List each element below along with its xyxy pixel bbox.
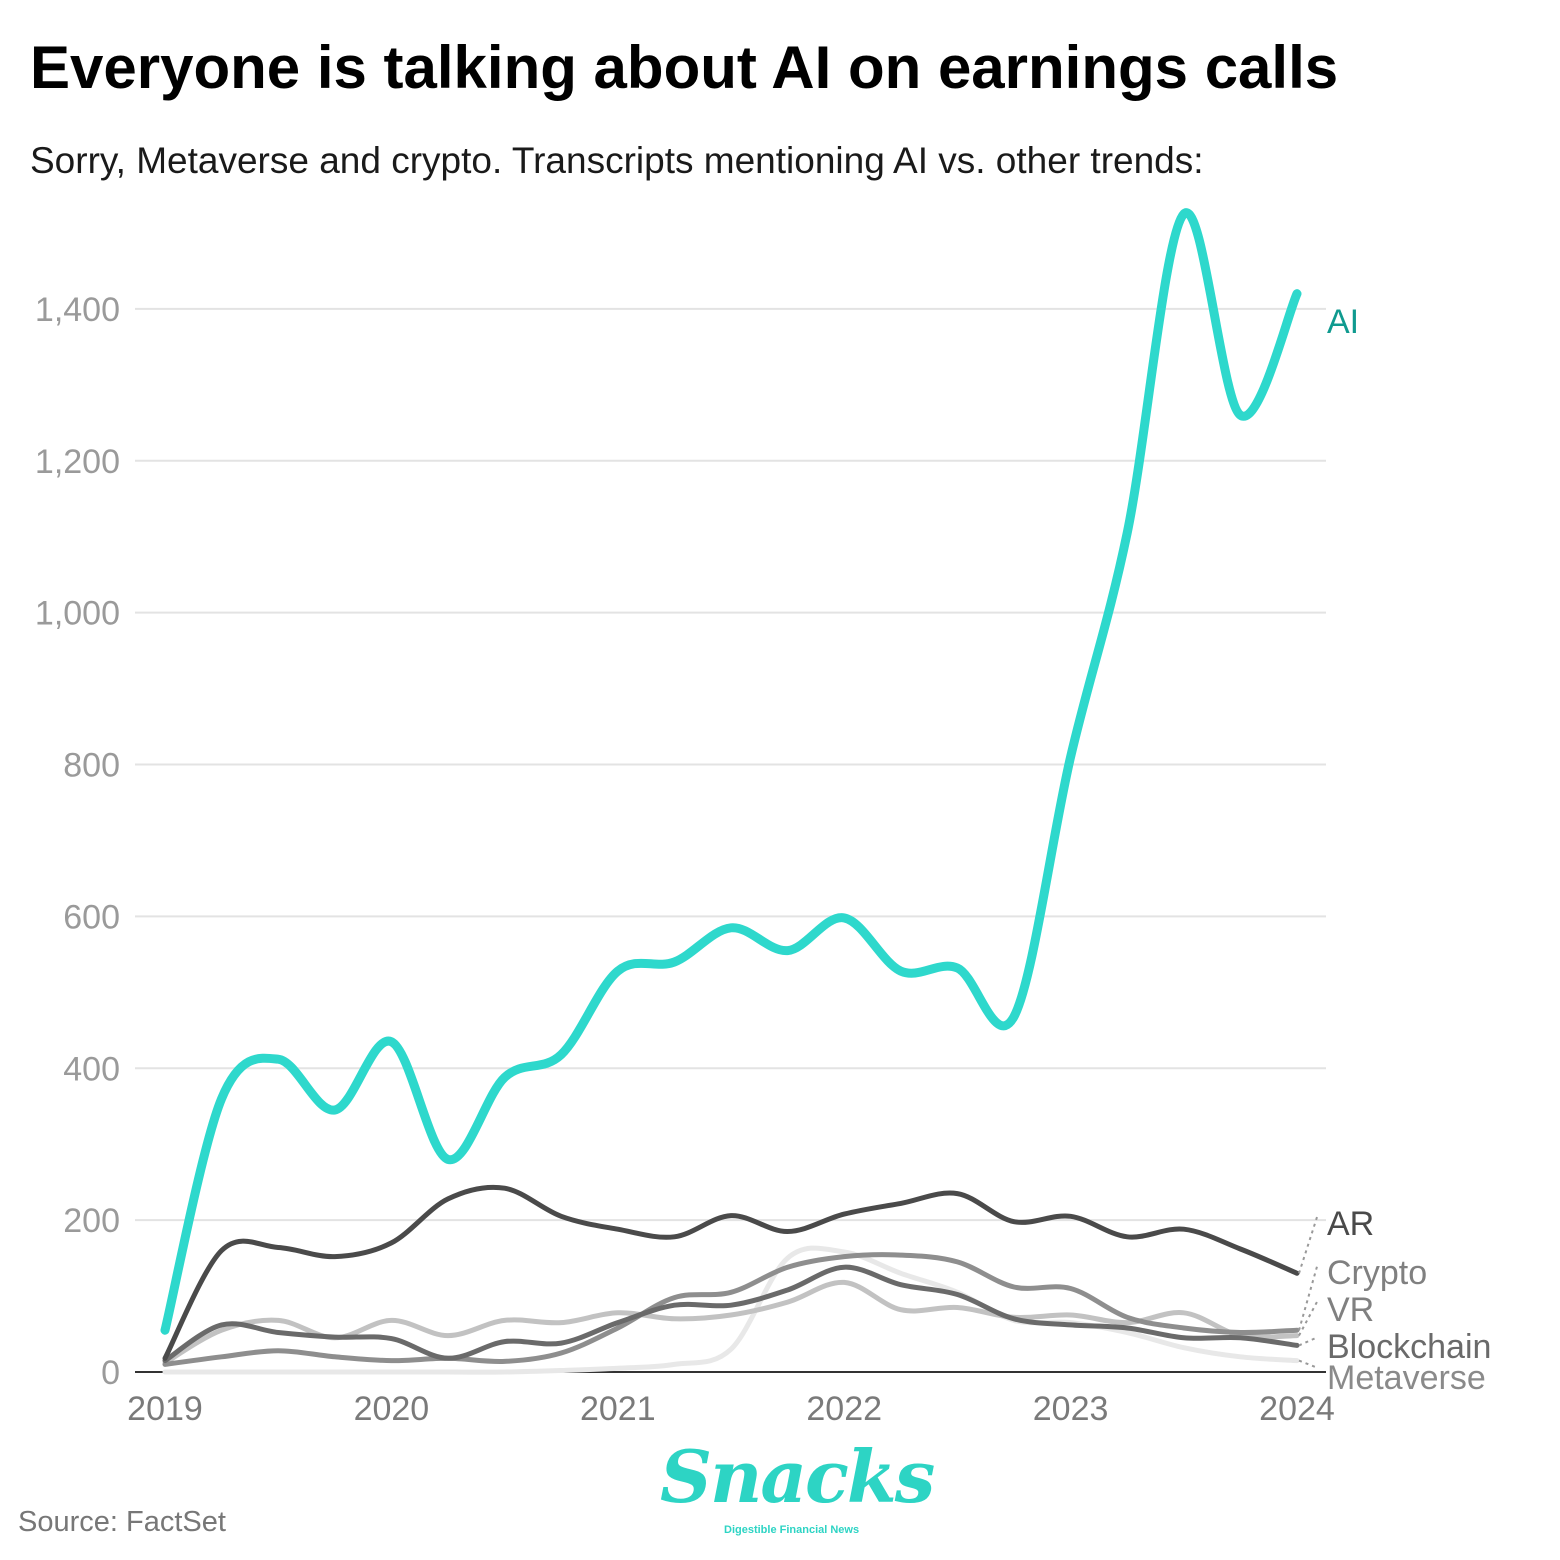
y-tick-label: 1,400	[35, 291, 120, 329]
y-tick-label: 0	[101, 1354, 120, 1392]
label-leader	[1298, 1359, 1319, 1369]
logo-wordmark: Snacks	[660, 1434, 935, 1519]
source-note: Source: FactSet	[18, 1506, 226, 1538]
label-leader	[1298, 1299, 1319, 1337]
y-tick-label: 200	[63, 1202, 120, 1240]
x-axis: 2019 2020 2021 2022 2023 2024	[127, 1371, 1335, 1428]
y-tick-label: 1,000	[35, 595, 120, 633]
series-line-metaverse	[162, 1245, 1300, 1375]
y-axis: 0 200 400 600 800 1,000 1,200 1,400	[35, 291, 120, 1392]
series-label-crypto: Crypto	[1327, 1254, 1427, 1292]
series-line-ai	[160, 208, 1302, 1335]
chart-title: Everyone is talking about AI on earnings…	[30, 34, 1339, 101]
series-label-metaverse: Metaverse	[1327, 1359, 1486, 1397]
series-lines	[160, 208, 1302, 1375]
x-tick-label: 2022	[806, 1390, 882, 1428]
logo-tagline: Digestible Financial News	[724, 1524, 860, 1536]
y-tick-label: 800	[63, 747, 120, 785]
series-label-ar: AR	[1327, 1205, 1374, 1243]
y-tick-label: 600	[63, 898, 120, 936]
snacks-logo: Snacks Digestible Financial News	[660, 1434, 935, 1540]
label-leader	[1298, 1336, 1319, 1347]
x-tick-label: 2024	[1259, 1390, 1335, 1428]
x-tick-label: 2020	[354, 1390, 430, 1428]
y-tick-label: 400	[63, 1050, 120, 1088]
series-label-ai: AI	[1327, 303, 1359, 341]
line-chart: 0 200 400 600 800 1,000 1,200 1,400 2019 2020 202…	[35, 208, 1491, 1428]
x-tick-label: 2023	[1033, 1390, 1109, 1428]
series-label-blockchain: Blockchain	[1327, 1328, 1491, 1366]
x-tick-label: 2021	[580, 1390, 656, 1428]
y-tick-label: 1,200	[35, 443, 120, 481]
series-label-vr: VR	[1327, 1291, 1374, 1329]
label-leader	[1298, 1262, 1319, 1331]
series-line-crypto	[162, 1252, 1300, 1367]
chart-subtitle: Sorry, Metaverse and crypto. Transcripts…	[30, 140, 1204, 181]
label-leader	[1298, 1213, 1319, 1274]
grid-lines	[135, 307, 1326, 1222]
series-line-blockchain	[162, 1264, 1300, 1364]
series-line-ar	[162, 1184, 1300, 1361]
x-tick-label: 2019	[127, 1390, 203, 1428]
